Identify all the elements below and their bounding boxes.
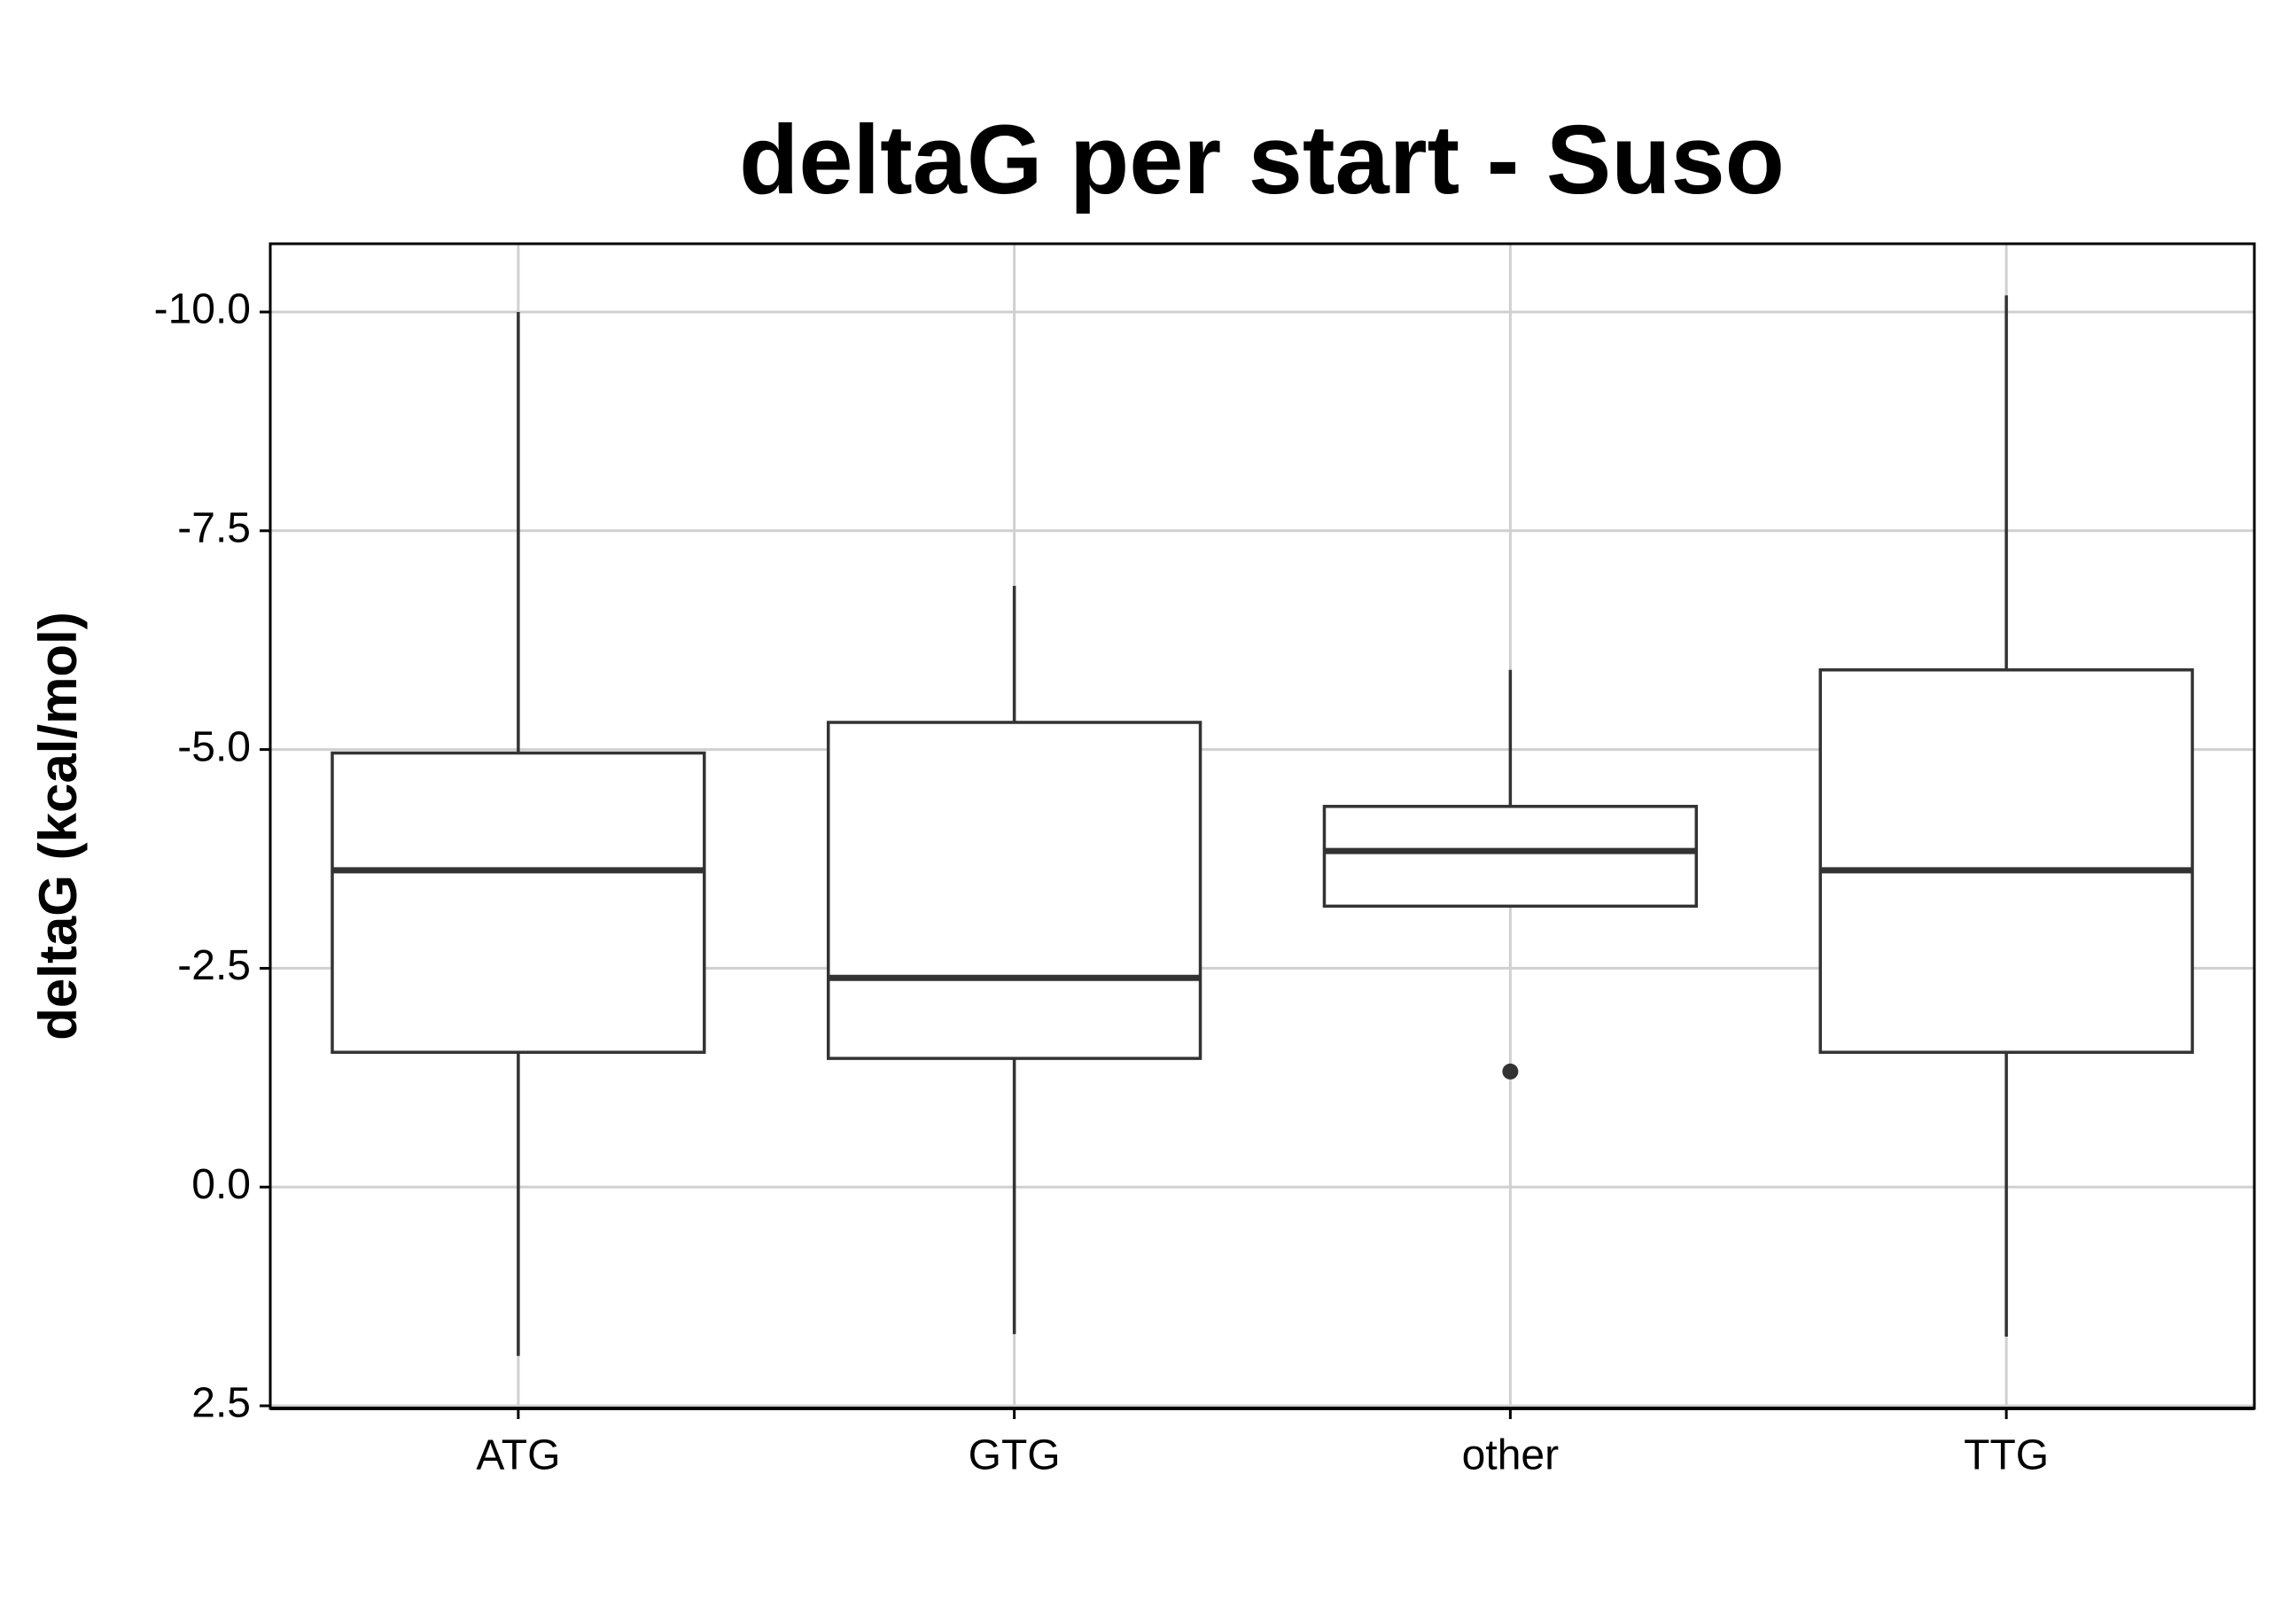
- box: [1818, 668, 2194, 1054]
- x-tick-label: ATG: [476, 1432, 560, 1479]
- y-tick-label: -7.5: [177, 504, 251, 551]
- outlier: [1502, 1063, 1519, 1080]
- y-tick-label: -10.0: [154, 286, 251, 333]
- box: [1322, 805, 1699, 909]
- y-tick-label: -5.0: [177, 723, 251, 770]
- box: [826, 721, 1202, 1060]
- chart-title: deltaG per start - Suso: [739, 105, 1785, 214]
- x-tick-label: other: [1462, 1432, 1559, 1479]
- x-tick-label: TTG: [1964, 1432, 2049, 1479]
- box: [331, 751, 706, 1054]
- y-tick-label: 2.5: [191, 1380, 251, 1427]
- y-axis-label: deltaG (kcal/mol): [28, 612, 88, 1040]
- y-tick-label: 0.0: [191, 1161, 251, 1208]
- y-tick-label: -2.5: [177, 942, 251, 989]
- x-tick-label: GTG: [969, 1432, 1061, 1479]
